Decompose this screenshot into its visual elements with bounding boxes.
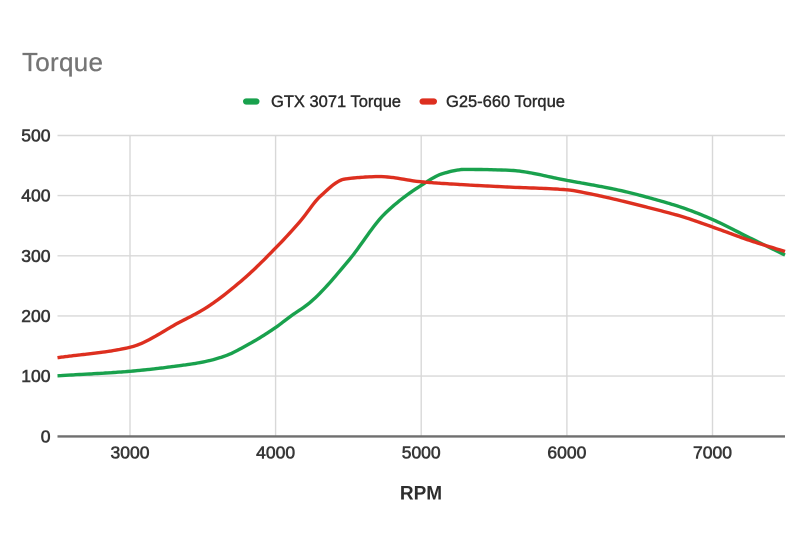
svg-text:3000: 3000 (111, 443, 150, 463)
svg-text:0: 0 (41, 426, 51, 446)
svg-text:6000: 6000 (547, 443, 586, 463)
svg-text:300: 300 (21, 246, 50, 266)
svg-text:100: 100 (21, 366, 50, 386)
svg-text:4000: 4000 (256, 443, 295, 463)
svg-text:500: 500 (21, 126, 50, 146)
svg-text:G25-660 Torque: G25-660 Torque (446, 93, 565, 111)
svg-text:5000: 5000 (402, 443, 441, 463)
svg-text:GTX 3071 Torque: GTX 3071 Torque (271, 93, 401, 111)
svg-text:200: 200 (21, 306, 50, 326)
svg-text:Torque: Torque (22, 47, 103, 77)
svg-text:7000: 7000 (693, 443, 732, 463)
svg-text:400: 400 (21, 186, 50, 206)
svg-text:RPM: RPM (400, 484, 442, 505)
